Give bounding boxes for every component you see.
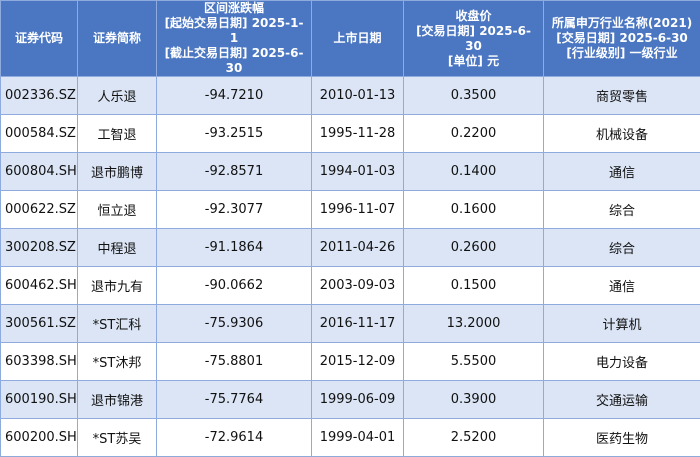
cell-name: *ST沐邦	[78, 343, 157, 381]
cell-code: 000584.SZ	[1, 115, 78, 153]
header-close-price-line: [交易日期] 2025-6-30	[408, 24, 539, 54]
cell-industry: 交通运输	[544, 381, 700, 419]
header-change-line: [起始交易日期] 2025-1-1	[161, 16, 307, 46]
header-close-price-line: [单位] 元	[408, 54, 539, 69]
cell-name: 人乐退	[78, 77, 157, 115]
cell-change: -93.2515	[157, 115, 312, 153]
cell-change: -75.9306	[157, 305, 312, 343]
header-listing-date-line: 上市日期	[316, 31, 399, 46]
cell-listing-date: 2003-09-03	[312, 267, 404, 305]
header-change-line: 30	[161, 61, 307, 76]
cell-listing-date: 1999-04-01	[312, 419, 404, 457]
cell-change: -72.9614	[157, 419, 312, 457]
cell-close-price: 2.5200	[404, 419, 544, 457]
cell-name: 退市鹏博	[78, 153, 157, 191]
header-code: 证券代码	[1, 1, 78, 77]
cell-change: -92.8571	[157, 153, 312, 191]
header-row: 证券代码 证券简称 区间涨跌幅 [起始交易日期] 2025-1-1 [截止交易日…	[1, 1, 700, 77]
header-listing-date: 上市日期	[312, 1, 404, 77]
cell-change: -75.7764	[157, 381, 312, 419]
cell-industry: 计算机	[544, 305, 700, 343]
cell-name: 退市九有	[78, 267, 157, 305]
cell-change: -75.8801	[157, 343, 312, 381]
header-name: 证券简称	[78, 1, 157, 77]
cell-close-price: 0.1400	[404, 153, 544, 191]
header-industry-line: [行业级别] 一级行业	[548, 46, 696, 61]
cell-close-price: 0.3900	[404, 381, 544, 419]
header-industry: 所属申万行业名称(2021) [交易日期] 2025-6-30 [行业级别] 一…	[544, 1, 700, 77]
cell-code: 002336.SZ	[1, 77, 78, 115]
header-change-line: [截止交易日期] 2025-6-	[161, 46, 307, 61]
cell-code: 603398.SH	[1, 343, 78, 381]
cell-code: 600462.SH	[1, 267, 78, 305]
cell-name: *ST苏吴	[78, 419, 157, 457]
header-change: 区间涨跌幅 [起始交易日期] 2025-1-1 [截止交易日期] 2025-6-…	[157, 1, 312, 77]
cell-name: 退市锦港	[78, 381, 157, 419]
cell-industry: 电力设备	[544, 343, 700, 381]
cell-industry: 综合	[544, 229, 700, 267]
header-close-price: 收盘价 [交易日期] 2025-6-30 [单位] 元	[404, 1, 544, 77]
header-industry-line: 所属申万行业名称(2021)	[548, 16, 696, 31]
cell-change: -91.1864	[157, 229, 312, 267]
cell-close-price: 0.2600	[404, 229, 544, 267]
cell-industry: 商贸零售	[544, 77, 700, 115]
cell-close-price: 0.1500	[404, 267, 544, 305]
header-industry-line: [交易日期] 2025-6-30	[548, 31, 696, 46]
cell-code: 600804.SH	[1, 153, 78, 191]
cell-close-price: 0.1600	[404, 191, 544, 229]
cell-name: *ST汇科	[78, 305, 157, 343]
header-change-line: 区间涨跌幅	[161, 1, 307, 16]
cell-code: 300208.SZ	[1, 229, 78, 267]
cell-change: -90.0662	[157, 267, 312, 305]
cell-industry: 通信	[544, 153, 700, 191]
cell-industry: 通信	[544, 267, 700, 305]
header-name-line: 证券简称	[82, 31, 152, 46]
cell-industry: 机械设备	[544, 115, 700, 153]
cell-code: 600190.SH	[1, 381, 78, 419]
cell-name: 中程退	[78, 229, 157, 267]
cell-code: 600200.SH	[1, 419, 78, 457]
cell-change: -94.7210	[157, 77, 312, 115]
cell-close-price: 13.2000	[404, 305, 544, 343]
cell-listing-date: 2011-04-26	[312, 229, 404, 267]
cell-close-price: 5.5500	[404, 343, 544, 381]
header-close-price-line: 收盘价	[408, 9, 539, 24]
cell-listing-date: 1996-11-07	[312, 191, 404, 229]
header-code-line: 证券代码	[5, 31, 73, 46]
cell-close-price: 0.2200	[404, 115, 544, 153]
cell-listing-date: 1994-01-03	[312, 153, 404, 191]
cell-close-price: 0.3500	[404, 77, 544, 115]
cell-change: -92.3077	[157, 191, 312, 229]
cell-listing-date: 2010-01-13	[312, 77, 404, 115]
cell-industry: 综合	[544, 191, 700, 229]
cell-industry: 医药生物	[544, 419, 700, 457]
cell-name: 工智退	[78, 115, 157, 153]
cell-listing-date: 2015-12-09	[312, 343, 404, 381]
cell-name: 恒立退	[78, 191, 157, 229]
cell-listing-date: 1995-11-28	[312, 115, 404, 153]
cell-code: 000622.SZ	[1, 191, 78, 229]
cell-code: 300561.SZ	[1, 305, 78, 343]
cell-listing-date: 1999-06-09	[312, 381, 404, 419]
cell-listing-date: 2016-11-17	[312, 305, 404, 343]
